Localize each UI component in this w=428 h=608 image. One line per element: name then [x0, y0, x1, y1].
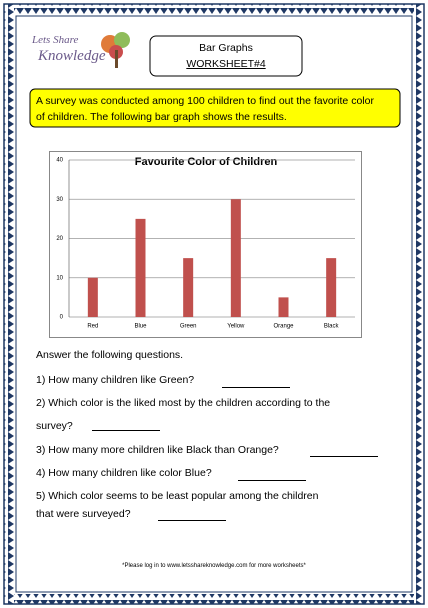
x-tick-label: Red	[87, 324, 98, 330]
intro-text: of children. The following bar graph sho…	[36, 111, 287, 123]
x-tick-label: Yellow	[227, 324, 245, 330]
bar	[183, 258, 194, 317]
x-tick-label: Orange	[273, 324, 294, 330]
y-tick-label: 40	[56, 158, 63, 164]
question: survey?	[36, 420, 73, 432]
bar	[87, 277, 98, 317]
x-tick-label: Blue	[134, 324, 147, 330]
question: 4) How many children like color Blue?	[36, 467, 212, 479]
title-box	[149, 35, 303, 77]
answer-blank	[238, 480, 306, 481]
logo-text: Knowledge	[38, 48, 106, 64]
chart-title: Favourite Color of Children	[135, 156, 278, 168]
logo-text: Lets Share	[32, 34, 79, 46]
footer: *Please log in to www.letsshareknowledge…	[122, 563, 306, 569]
answer-blank	[310, 456, 378, 457]
answer-blank	[222, 387, 290, 388]
bar	[326, 258, 337, 317]
y-tick-label: 30	[56, 197, 63, 203]
y-tick-label: 0	[60, 315, 64, 321]
bar	[135, 218, 146, 317]
bar	[230, 199, 241, 317]
chart-frame	[49, 151, 362, 338]
y-tick-label: 10	[56, 275, 63, 281]
bar	[278, 297, 289, 317]
instructions: Answer the following questions.	[36, 349, 184, 361]
answer-blank	[158, 520, 226, 521]
y-tick-label: 20	[56, 236, 63, 242]
chart: Favourite Color of Children 0 10 20 30 40 Red…	[49, 151, 362, 338]
answer-blank	[92, 430, 160, 431]
question: 5) Which color seems to be least popular…	[36, 490, 319, 502]
x-tick-label: Green	[180, 324, 197, 330]
intro-text: A survey was conducted among 100 childre…	[36, 95, 374, 107]
question: 3) How many more children like Black tha…	[36, 444, 279, 456]
question: that were surveyed?	[36, 508, 131, 520]
intro-box	[29, 88, 401, 128]
header-subtitle: WORKSHEET#4	[186, 58, 266, 70]
header-title: Bar Graphs	[199, 42, 253, 54]
question: 1) How many children like Green?	[36, 374, 195, 386]
question: 2) Which color is the liked most by the …	[36, 397, 331, 409]
x-tick-label: Black	[324, 324, 340, 330]
